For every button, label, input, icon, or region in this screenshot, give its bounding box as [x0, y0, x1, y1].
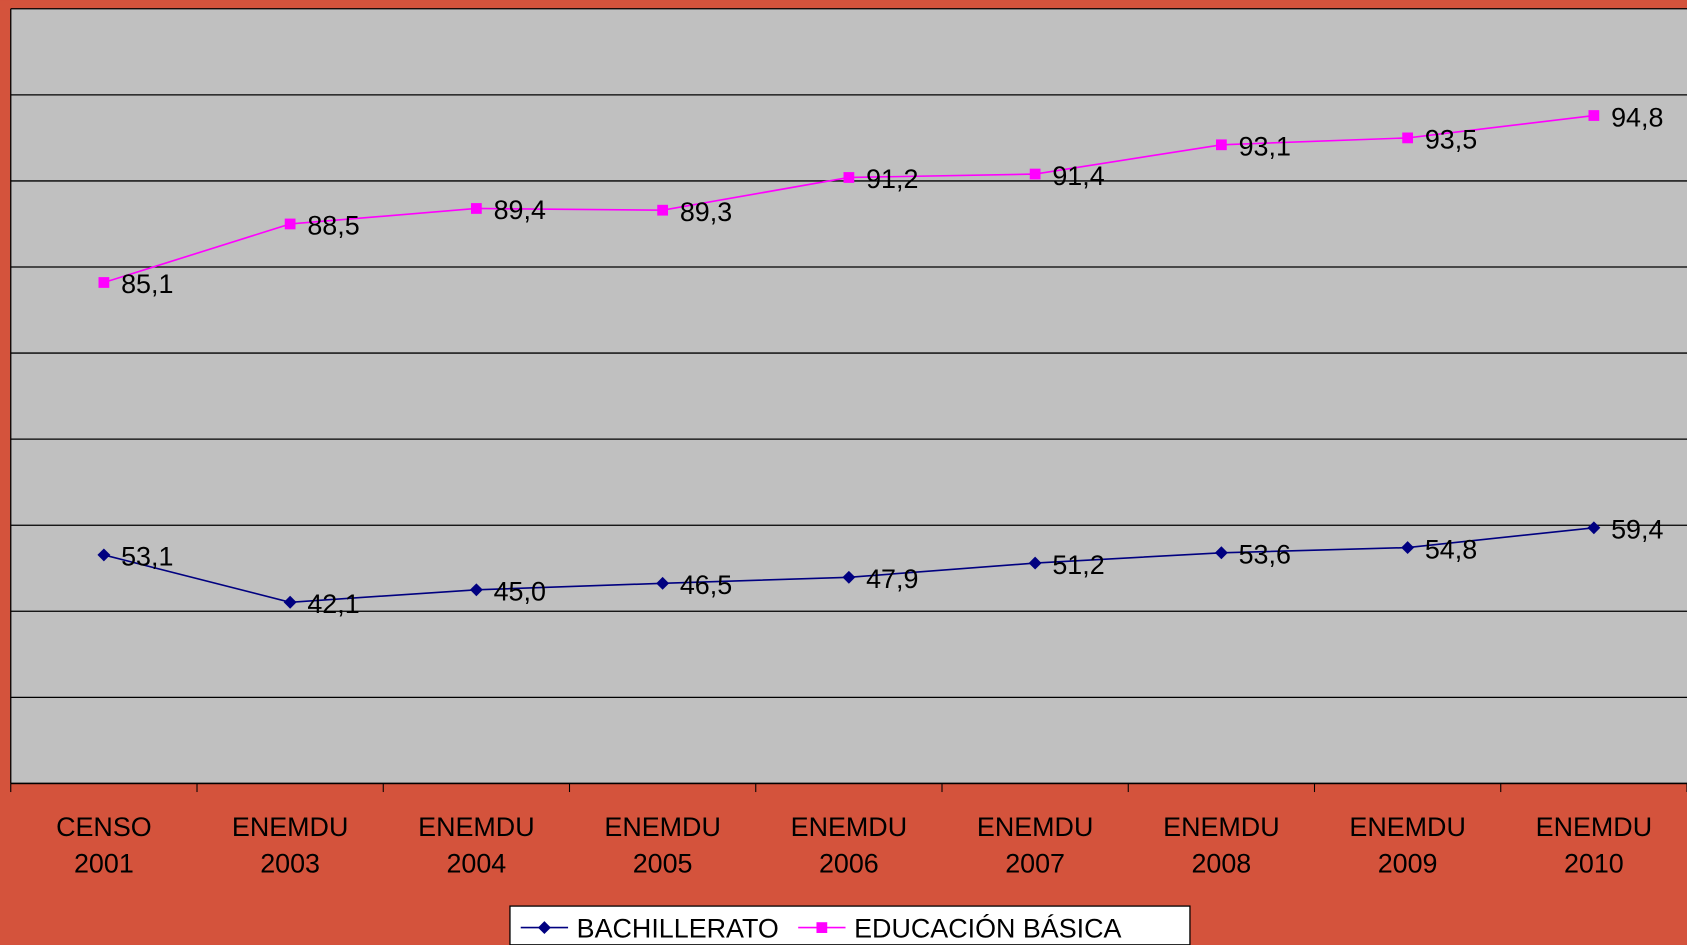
data-label: 94,8	[1611, 102, 1663, 132]
x-tick-label: 2008	[1191, 849, 1251, 879]
x-tick-label: 2005	[633, 849, 693, 879]
x-tick-label: ENEMDU	[977, 812, 1093, 842]
data-label: 46,5	[680, 570, 732, 600]
marker	[843, 172, 855, 183]
data-label: 85,1	[121, 269, 173, 299]
x-tick-label: 2010	[1564, 849, 1624, 879]
data-label: 45,0	[494, 577, 546, 607]
x-tick-label: ENEMDU	[418, 812, 534, 842]
x-tick-label: ENEMDU	[791, 812, 907, 842]
data-label: 88,5	[307, 211, 359, 241]
marker	[816, 922, 828, 933]
marker	[1402, 132, 1414, 144]
x-tick-label: ENEMDU	[1349, 812, 1465, 842]
data-label: 93,5	[1425, 125, 1477, 155]
legend-box	[509, 905, 1191, 945]
marker	[1214, 546, 1228, 560]
data-label: 51,2	[1052, 550, 1104, 580]
data-label: 91,2	[866, 164, 918, 194]
x-tick-label: ENEMDU	[1536, 812, 1652, 842]
legend-label: EDUCACIÓN BÁSICA	[854, 912, 1121, 943]
data-label: 47,9	[866, 564, 918, 594]
x-tick-label: 2009	[1378, 849, 1438, 879]
data-label: 53,6	[1239, 540, 1291, 570]
data-label: 42,1	[307, 589, 359, 619]
marker	[657, 204, 669, 216]
data-label: 91,4	[1052, 161, 1104, 191]
x-tick-label: 2006	[819, 849, 879, 879]
marker	[1028, 556, 1042, 570]
marker	[537, 921, 551, 935]
marker	[469, 583, 483, 597]
x-tick-label: 2007	[1005, 849, 1065, 879]
data-label: 89,4	[494, 195, 546, 225]
marker	[98, 277, 110, 288]
x-tick-label: 2001	[74, 849, 134, 879]
x-tick-label: 2004	[446, 849, 506, 879]
data-label: 53,1	[121, 542, 173, 572]
marker	[471, 203, 482, 214]
marker	[1215, 139, 1227, 151]
marker	[1588, 110, 1600, 121]
data-label: 54,8	[1425, 534, 1477, 564]
marker	[97, 548, 111, 562]
data-label: 59,4	[1611, 515, 1663, 545]
data-label: 93,1	[1239, 132, 1291, 162]
data-label: 89,3	[680, 197, 732, 227]
marker	[284, 218, 296, 230]
x-tick-label: ENEMDU	[1163, 812, 1279, 842]
x-tick-label: ENEMDU	[604, 812, 720, 842]
x-tick-label: 2003	[260, 849, 320, 879]
x-tick-label: ENEMDU	[232, 812, 348, 842]
marker	[1029, 168, 1041, 180]
marker	[283, 595, 297, 609]
x-tick-label: CENSO	[56, 812, 152, 842]
legend-label: BACHILLERATO	[577, 913, 779, 943]
